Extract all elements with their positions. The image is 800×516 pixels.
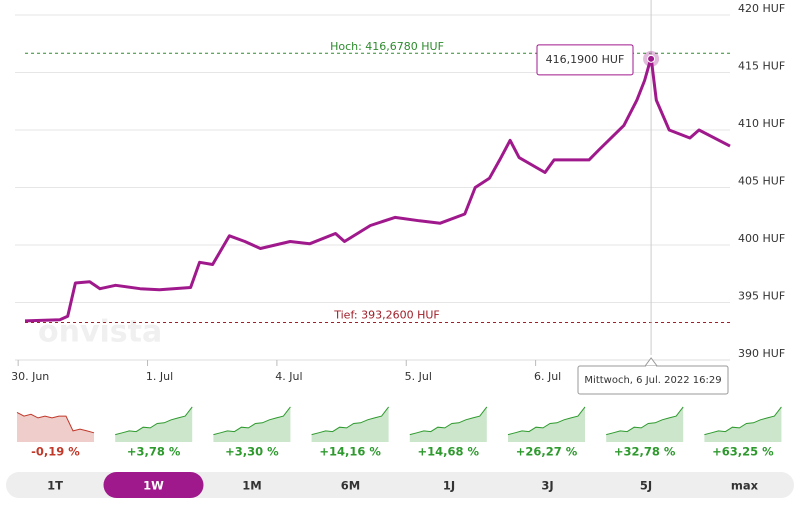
sparkline (704, 406, 782, 436)
tooltip-point (647, 54, 656, 63)
date-pointer (644, 357, 658, 367)
tooltip-value: 416,1900 HUF (546, 53, 625, 66)
tab-label[interactable]: 1T (47, 479, 63, 493)
x-tick-label: 6. Jul (534, 370, 561, 383)
tab-label[interactable]: max (731, 479, 759, 493)
x-tick-label: 4. Jul (275, 370, 302, 383)
performance-label: +14,16 % (319, 445, 381, 459)
sparkline (115, 406, 193, 436)
date-label: Mittwoch, 6 Jul. 2022 16:29 (584, 375, 721, 386)
y-tick-label: 415 HUF (738, 60, 785, 73)
performance-label: +3,30 % (225, 445, 279, 459)
tab-label[interactable]: 1J (443, 479, 455, 493)
sparkline-area (115, 406, 193, 442)
x-tick-label: 30. Jun (11, 370, 49, 383)
tab-label[interactable]: 1W (143, 479, 164, 493)
y-tick-label: 405 HUF (738, 175, 785, 188)
x-tick-label: 5. Jul (405, 370, 432, 383)
high-label: Hoch: 416,6780 HUF (330, 40, 444, 53)
performance-label: +63,25 % (712, 445, 774, 459)
sparkline-area (508, 406, 585, 442)
y-tick-label: 390 HUF (738, 347, 785, 360)
tab-label[interactable]: 1M (242, 479, 261, 493)
price-line (24, 56, 731, 323)
sparkline-area (213, 406, 291, 442)
x-tick-label: 1. Jul (146, 370, 173, 383)
performance-label: +32,78 % (614, 445, 676, 459)
sparkline (507, 406, 586, 436)
y-tick-label: 395 HUF (738, 290, 785, 303)
low-label: Tief: 393,2600 HUF (333, 309, 440, 322)
sparkline-area (704, 406, 782, 442)
sparkline (606, 406, 684, 436)
tooltip-box (536, 44, 634, 76)
sparkline-area (311, 406, 389, 442)
sparkline-area (606, 406, 684, 442)
y-tick-label: 420 HUF (738, 2, 785, 15)
y-tick-label: 400 HUF (738, 232, 785, 245)
performance-label: +14,68 % (418, 445, 480, 459)
tab-label[interactable]: 6M (341, 479, 360, 493)
y-tick-label: 410 HUF (738, 117, 785, 130)
tab-active[interactable] (103, 472, 204, 498)
tab-label[interactable]: 3J (541, 479, 553, 493)
sparkline (16, 411, 95, 434)
performance-label: +26,27 % (516, 445, 578, 459)
performance-label: -0,19 % (31, 445, 80, 459)
sparkline-area (17, 412, 94, 442)
sparkline (311, 406, 389, 436)
tab-bar (6, 472, 794, 498)
sparkline-area (409, 406, 487, 442)
tab-label[interactable]: 5J (640, 479, 652, 493)
sparkline (213, 406, 291, 436)
performance-label: +3,78 % (127, 445, 181, 459)
sparkline (409, 406, 488, 436)
